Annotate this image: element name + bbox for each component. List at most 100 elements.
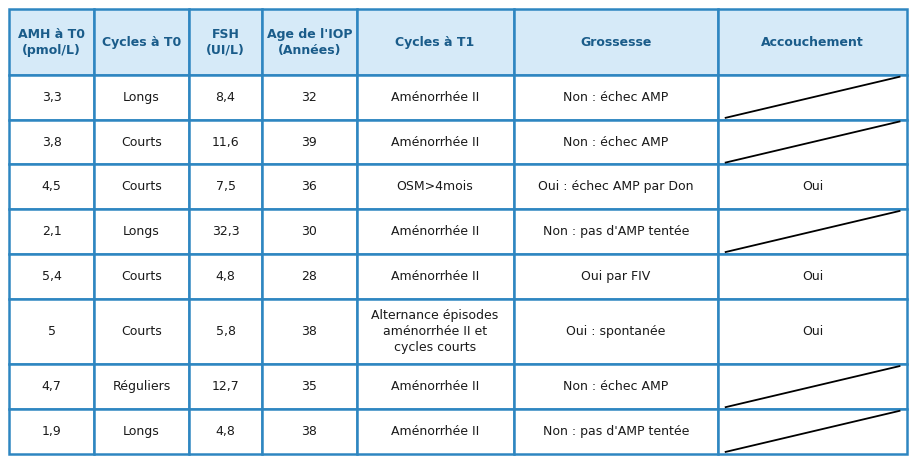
Text: 4,8: 4,8 xyxy=(215,270,235,283)
Text: 35: 35 xyxy=(301,380,317,393)
Bar xyxy=(189,119,262,164)
Bar xyxy=(189,209,262,254)
Bar xyxy=(94,209,189,254)
Text: FSH
(UI/L): FSH (UI/L) xyxy=(206,28,245,56)
Bar xyxy=(9,75,94,119)
Bar xyxy=(718,409,907,454)
Bar xyxy=(262,409,356,454)
Bar xyxy=(189,299,262,364)
Bar xyxy=(514,164,718,209)
Bar xyxy=(356,254,514,299)
Bar xyxy=(718,9,907,75)
Text: Oui par FIV: Oui par FIV xyxy=(582,270,650,283)
Text: 5,4: 5,4 xyxy=(42,270,61,283)
Text: Cycles à T0: Cycles à T0 xyxy=(102,36,181,49)
Bar xyxy=(514,364,718,409)
Text: Courts: Courts xyxy=(121,136,162,149)
Bar xyxy=(514,299,718,364)
Bar xyxy=(94,119,189,164)
Bar xyxy=(9,164,94,209)
Bar xyxy=(262,209,356,254)
Bar xyxy=(9,409,94,454)
Text: Non : échec AMP: Non : échec AMP xyxy=(563,136,669,149)
Bar xyxy=(189,164,262,209)
Text: OSM>4mois: OSM>4mois xyxy=(397,180,474,193)
Text: AMH à T0
(pmol/L): AMH à T0 (pmol/L) xyxy=(18,28,85,56)
Bar xyxy=(514,9,718,75)
Text: Oui : spontanée: Oui : spontanée xyxy=(566,325,666,338)
Bar xyxy=(514,119,718,164)
Text: 5,8: 5,8 xyxy=(215,325,235,338)
Text: 4,5: 4,5 xyxy=(42,180,61,193)
Bar xyxy=(514,409,718,454)
Text: Non : échec AMP: Non : échec AMP xyxy=(563,380,669,393)
Text: Non : échec AMP: Non : échec AMP xyxy=(563,91,669,104)
Text: Cycles à T1: Cycles à T1 xyxy=(396,36,474,49)
Bar xyxy=(262,75,356,119)
Text: Réguliers: Réguliers xyxy=(113,380,170,393)
Bar xyxy=(94,409,189,454)
Text: Aménorrhée II: Aménorrhée II xyxy=(391,136,479,149)
Bar xyxy=(9,209,94,254)
Bar xyxy=(514,254,718,299)
Bar xyxy=(262,299,356,364)
Bar xyxy=(94,9,189,75)
Bar xyxy=(94,75,189,119)
Bar xyxy=(262,254,356,299)
Bar xyxy=(514,75,718,119)
Text: 4,8: 4,8 xyxy=(215,425,235,438)
Text: Alternance épisodes
aménorrhée II et
cycles courts: Alternance épisodes aménorrhée II et cyc… xyxy=(372,309,498,354)
Bar xyxy=(356,409,514,454)
Text: Aménorrhée II: Aménorrhée II xyxy=(391,91,479,104)
Text: Aménorrhée II: Aménorrhée II xyxy=(391,425,479,438)
Text: 32: 32 xyxy=(301,91,317,104)
Text: Accouchement: Accouchement xyxy=(761,36,864,49)
Bar xyxy=(718,119,907,164)
Bar xyxy=(356,299,514,364)
Text: Courts: Courts xyxy=(121,180,162,193)
Bar xyxy=(718,164,907,209)
Text: 4,7: 4,7 xyxy=(42,380,61,393)
Text: Grossesse: Grossesse xyxy=(581,36,651,49)
Bar xyxy=(9,299,94,364)
Bar xyxy=(514,209,718,254)
Text: 38: 38 xyxy=(301,425,317,438)
Bar xyxy=(356,119,514,164)
Bar xyxy=(189,254,262,299)
Text: Oui : échec AMP par Don: Oui : échec AMP par Don xyxy=(539,180,693,193)
Bar xyxy=(718,364,907,409)
Bar xyxy=(94,164,189,209)
Text: 30: 30 xyxy=(301,225,317,238)
Text: Courts: Courts xyxy=(121,270,162,283)
Bar xyxy=(9,364,94,409)
Text: Longs: Longs xyxy=(123,225,160,238)
Text: Courts: Courts xyxy=(121,325,162,338)
Bar xyxy=(94,364,189,409)
Bar xyxy=(718,75,907,119)
Text: Aménorrhée II: Aménorrhée II xyxy=(391,225,479,238)
Text: 39: 39 xyxy=(301,136,317,149)
Bar xyxy=(718,299,907,364)
Bar xyxy=(189,75,262,119)
Bar xyxy=(356,75,514,119)
Bar xyxy=(189,364,262,409)
Text: Aménorrhée II: Aménorrhée II xyxy=(391,380,479,393)
Text: Non : pas d'AMP tentée: Non : pas d'AMP tentée xyxy=(543,225,689,238)
Text: 8,4: 8,4 xyxy=(215,91,235,104)
Bar xyxy=(356,364,514,409)
Bar xyxy=(9,119,94,164)
Bar xyxy=(94,254,189,299)
Text: 28: 28 xyxy=(301,270,317,283)
Text: 2,1: 2,1 xyxy=(42,225,61,238)
Text: 5: 5 xyxy=(48,325,56,338)
Text: Non : pas d'AMP tentée: Non : pas d'AMP tentée xyxy=(543,425,689,438)
Text: Oui: Oui xyxy=(802,180,823,193)
Bar xyxy=(356,9,514,75)
Text: 11,6: 11,6 xyxy=(212,136,239,149)
Bar xyxy=(9,254,94,299)
Bar xyxy=(262,164,356,209)
Bar xyxy=(262,9,356,75)
Text: Oui: Oui xyxy=(802,325,823,338)
Text: Longs: Longs xyxy=(123,91,160,104)
Bar xyxy=(94,299,189,364)
